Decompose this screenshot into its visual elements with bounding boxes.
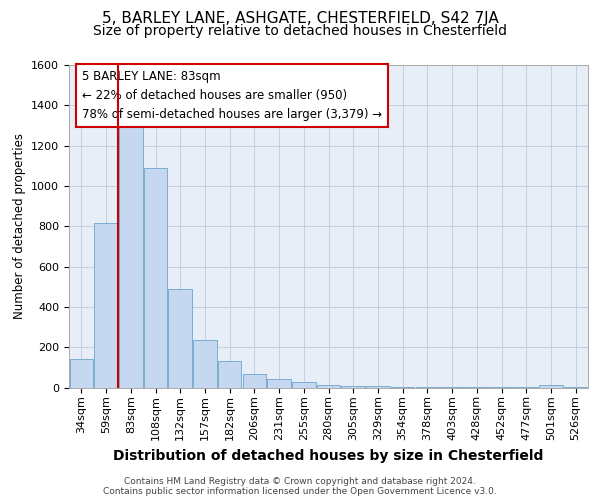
Bar [70, 360, 93, 388]
Bar [539, 385, 563, 388]
Bar [391, 387, 415, 388]
Bar [317, 385, 340, 388]
Bar [292, 382, 316, 388]
Bar [119, 126, 143, 388]
Bar [193, 340, 217, 388]
Bar [218, 362, 241, 388]
Bar [366, 386, 389, 388]
Bar [341, 386, 365, 388]
Bar [268, 380, 291, 388]
Y-axis label: Number of detached properties: Number of detached properties [13, 133, 26, 320]
Bar [242, 374, 266, 388]
Bar [144, 168, 167, 388]
Text: 5, BARLEY LANE, ASHGATE, CHESTERFIELD, S42 7JA: 5, BARLEY LANE, ASHGATE, CHESTERFIELD, S… [101, 11, 499, 26]
X-axis label: Distribution of detached houses by size in Chesterfield: Distribution of detached houses by size … [113, 448, 544, 462]
Text: Size of property relative to detached houses in Chesterfield: Size of property relative to detached ho… [93, 24, 507, 38]
Bar [94, 223, 118, 388]
Text: Contains HM Land Registry data © Crown copyright and database right 2024.
Contai: Contains HM Land Registry data © Crown c… [103, 476, 497, 496]
Bar [169, 288, 192, 388]
Text: 5 BARLEY LANE: 83sqm
← 22% of detached houses are smaller (950)
78% of semi-deta: 5 BARLEY LANE: 83sqm ← 22% of detached h… [82, 70, 382, 121]
